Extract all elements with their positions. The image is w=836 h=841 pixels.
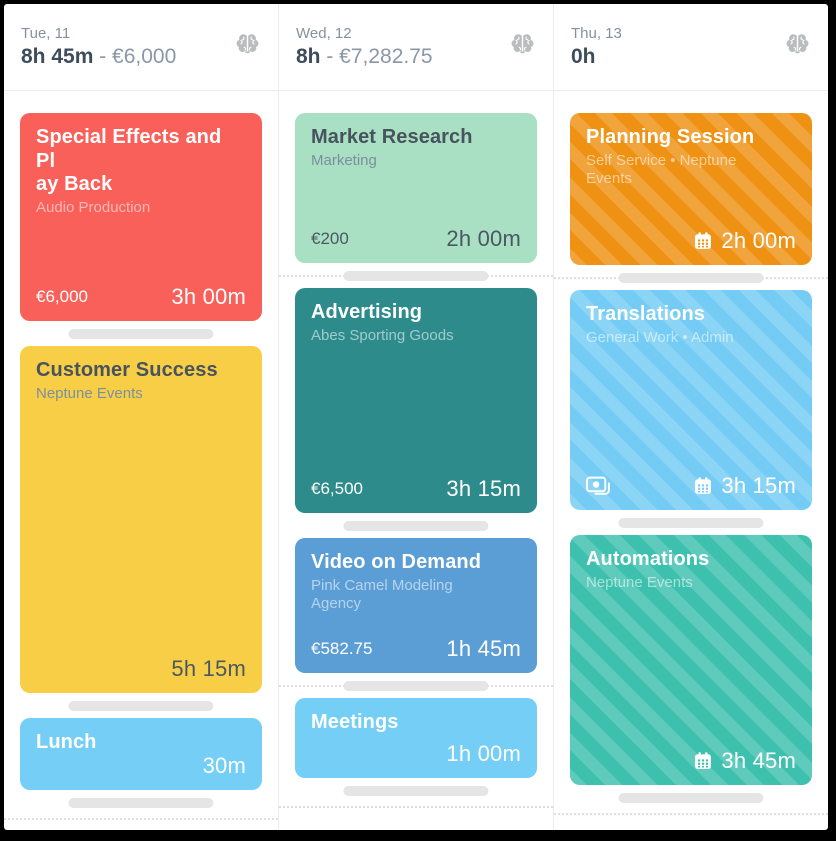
- entry-title: Planning Session: [586, 126, 755, 148]
- entry-project: Self Service • Neptune Events: [586, 151, 737, 188]
- memory-brain-icon[interactable]: [509, 30, 536, 57]
- drag-handle-row: [295, 521, 537, 531]
- entry-card-customer-success[interactable]: Customer Success Neptune Events 5h 15m: [20, 346, 262, 693]
- entry-card-meetings[interactable]: Meetings 1h 00m: [295, 698, 537, 778]
- entry-project: Audio Production: [36, 198, 151, 216]
- day-header: Tue, 11 8h 45m - €6,000: [4, 4, 278, 91]
- day-planner-view: Tue, 11 8h 45m - €6,000 Special Effects …: [4, 4, 828, 830]
- resize-handle[interactable]: [68, 329, 214, 339]
- day-date-label: Thu, 13: [571, 25, 622, 42]
- drag-handle-row: [20, 701, 262, 711]
- day-body: Planning Session Self Service • Neptune …: [554, 91, 828, 830]
- drag-handle-row: [20, 798, 262, 808]
- resize-handle[interactable]: [618, 793, 764, 803]
- day-header: Wed, 12 8h - €7,282.75: [279, 4, 553, 91]
- entry-card-video-on-demand[interactable]: Video on Demand Pink Camel Modeling Agen…: [295, 538, 537, 673]
- day-total: 8h - €7,282.75: [296, 45, 433, 68]
- entry-card-lunch[interactable]: Lunch 30m: [20, 718, 262, 790]
- day-total: 0h: [571, 45, 596, 68]
- entry-duration: 5h 15m: [171, 656, 246, 681]
- day-total: 8h 45m - €6,000: [21, 45, 177, 68]
- entry-duration: 2h 00m: [446, 226, 521, 251]
- entry-title: Market Research: [311, 126, 473, 148]
- memory-brain-icon[interactable]: [234, 30, 261, 57]
- entry-duration: 30m: [202, 753, 246, 778]
- entry-title: Lunch: [36, 731, 97, 753]
- day-column-wed-12: Wed, 12 8h - €7,282.75 Market Research M…: [278, 4, 553, 830]
- resize-handle[interactable]: [618, 518, 764, 528]
- entry-duration: 1h 45m: [446, 636, 521, 661]
- hour-snap-line: [279, 806, 553, 808]
- entry-project: General Work • Admin: [586, 328, 734, 346]
- day-total-money: - €7,282.75: [320, 45, 433, 68]
- resize-handle[interactable]: [68, 701, 214, 711]
- entry-card-advertising[interactable]: Advertising Abes Sporting Goods €6,500 3…: [295, 288, 537, 513]
- planned-card-translations[interactable]: Translations General Work • Admin 3h 15m: [570, 290, 812, 510]
- drag-handle-row: [20, 329, 262, 339]
- hour-snap-line: [4, 818, 278, 820]
- resize-handle[interactable]: [343, 681, 489, 691]
- day-column-tue-11: Tue, 11 8h 45m - €6,000 Special Effects …: [4, 4, 278, 830]
- drag-handle-row: [279, 681, 553, 691]
- entry-title: Advertising: [311, 301, 423, 323]
- day-column-thu-13: Thu, 13 0h Planning Session Self Service…: [553, 4, 828, 830]
- entry-card-market-research[interactable]: Market Research Marketing €200 2h 00m: [295, 113, 537, 263]
- day-date-label: Wed, 12: [296, 25, 352, 42]
- day-header: Thu, 13 0h: [554, 4, 828, 91]
- entry-duration: 2h 00m: [721, 228, 796, 253]
- entry-project: Neptune Events: [36, 384, 143, 402]
- entry-money: €200: [311, 229, 349, 248]
- entry-duration: 1h 00m: [446, 741, 521, 766]
- entry-title: Meetings: [311, 711, 399, 733]
- entry-duration: 3h 00m: [171, 284, 246, 309]
- drag-handle-row: [554, 273, 828, 283]
- entry-project: Neptune Events: [586, 573, 693, 591]
- resize-handle[interactable]: [343, 271, 489, 281]
- calendar-icon: [695, 232, 712, 249]
- day-body: Special Effects and Pl ay Back Audio Pro…: [4, 91, 278, 830]
- resize-handle[interactable]: [618, 273, 764, 283]
- resize-handle[interactable]: [68, 798, 214, 808]
- entry-title: Customer Success: [36, 359, 218, 381]
- resize-handle[interactable]: [343, 521, 489, 531]
- memory-brain-icon[interactable]: [784, 30, 811, 57]
- hour-snap-line: [554, 813, 828, 815]
- drag-handle-row: [570, 518, 812, 528]
- drag-handle-row: [279, 271, 553, 281]
- day-body: Market Research Marketing €200 2h 00m Ad…: [279, 91, 553, 830]
- entry-money: €6,500: [311, 479, 363, 498]
- entry-title: Automations: [586, 548, 710, 570]
- resize-handle[interactable]: [343, 786, 489, 796]
- entry-title: Translations: [586, 303, 706, 325]
- drag-handle-row: [295, 786, 537, 796]
- entry-project: Abes Sporting Goods: [311, 326, 454, 344]
- calendar-icon: [695, 752, 712, 769]
- entry-duration: 3h 45m: [721, 748, 796, 773]
- entry-card-special-effects[interactable]: Special Effects and Pl ay Back Audio Pro…: [20, 113, 262, 321]
- entry-project: Marketing: [311, 151, 377, 169]
- screens-icon: [586, 476, 610, 495]
- day-date-label: Tue, 11: [21, 25, 71, 42]
- planned-card-automations[interactable]: Automations Neptune Events 3h 45m: [570, 535, 812, 785]
- calendar-icon: [695, 477, 712, 494]
- entry-money: €582.75: [311, 639, 373, 658]
- drag-handle-row: [570, 793, 812, 803]
- day-total-money: - €6,000: [93, 45, 177, 68]
- entry-title: Special Effects and Pl ay Back: [36, 126, 222, 196]
- entry-project: Pink Camel Modeling Agency: [311, 576, 453, 613]
- entry-money: €6,000: [36, 287, 88, 306]
- entry-title: Video on Demand: [311, 551, 482, 573]
- entry-duration: 3h 15m: [721, 473, 796, 498]
- planned-card-planning-session[interactable]: Planning Session Self Service • Neptune …: [570, 113, 812, 265]
- entry-duration: 3h 15m: [446, 476, 521, 501]
